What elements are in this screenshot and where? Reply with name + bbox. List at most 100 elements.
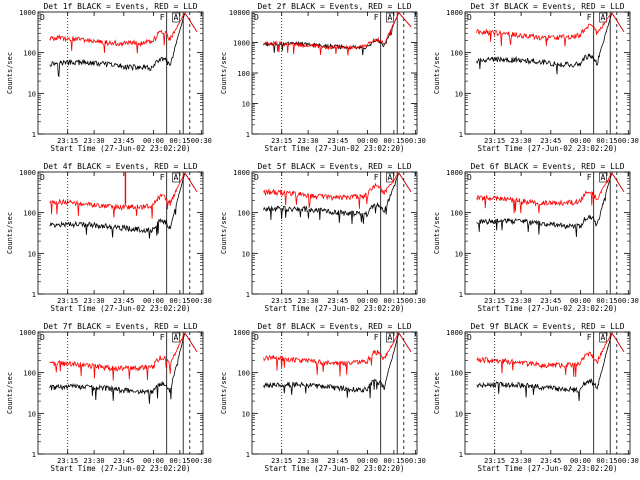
y-tick-label: 1 [246, 451, 250, 459]
series-lld-line [49, 172, 198, 219]
marker-letter-F: F [160, 173, 165, 182]
marker-letter-A: A [600, 13, 605, 22]
marker-box [172, 12, 180, 23]
y-tick-label: 100 [237, 370, 250, 378]
x-tick-label: 00:00 [570, 297, 591, 305]
x-tick-label: 00:00 [570, 137, 591, 145]
chart-panel-7: Det 7f BLACK = Events, RED = LLD 1 10 100 10… [6, 322, 212, 473]
marker-letter-F: F [587, 13, 592, 22]
marker-box [386, 12, 394, 23]
series-events-line [49, 172, 198, 239]
x-tick-label: 00:30 [191, 457, 212, 465]
x-tick-label: 00:15 [169, 137, 190, 145]
x-tick-label: 00:15 [383, 457, 404, 465]
x-tick-label: 23:15 [271, 137, 292, 145]
marker-letter-F: F [374, 173, 379, 182]
y-tick-label: 10 [242, 101, 250, 109]
series-lld-line [263, 332, 412, 377]
x-tick-label: 23:15 [484, 137, 505, 145]
y-axis-title: Counts/sec [433, 372, 441, 414]
x-tick-label: 23:30 [298, 137, 319, 145]
chart-panel-2: Det 2f BLACK = Events, RED = LLD 1 10 100 10… [220, 2, 426, 153]
x-tick-label: 23:15 [271, 457, 292, 465]
x-tick-label: 23:45 [327, 457, 348, 465]
y-axis-title: Counts/sec [220, 52, 228, 94]
plot-frame [37, 171, 204, 295]
series-lld-line [263, 12, 412, 56]
y-tick-label: 10 [242, 250, 250, 258]
y-axis-title: Counts/sec [6, 212, 14, 254]
y-tick-label: 100 [237, 210, 250, 218]
x-tick-label: 00:15 [169, 297, 190, 305]
y-tick-label: 100 [450, 50, 463, 58]
series-lld-line [476, 12, 625, 47]
marker-box [599, 332, 607, 343]
y-tick-label: 1 [32, 451, 36, 459]
y-tick-label: 100 [23, 370, 36, 378]
chart-panel-9: Det 9f BLACK = Events, RED = LLD 1 10 100 10… [433, 322, 639, 473]
x-tick-label: 23:45 [327, 297, 348, 305]
x-tick-label: 23:30 [298, 297, 319, 305]
marker-letter-D: D [254, 333, 259, 342]
x-tick-label: 23:30 [511, 297, 532, 305]
x-tick-label: 00:15 [596, 137, 617, 145]
chart-title: Det 7f BLACK = Events, RED = LLD [43, 322, 197, 331]
chart-title: Det 6f BLACK = Events, RED = LLD [470, 162, 624, 171]
y-tick-label: 100 [23, 210, 36, 218]
x-tick-label: 23:30 [511, 137, 532, 145]
x-axis-title: Start Time (27-Jun-02 23:02:20) [265, 304, 405, 313]
plot-frame [37, 331, 204, 455]
x-tick-label: 00:15 [596, 297, 617, 305]
y-tick-label: 10 [28, 250, 36, 258]
plot-frame [37, 11, 204, 135]
plot-frame [251, 331, 418, 455]
x-tick-label: 23:45 [540, 297, 561, 305]
x-tick-label: 23:30 [298, 457, 319, 465]
y-axis-title: Counts/sec [220, 372, 228, 414]
y-tick-label: 10 [455, 90, 463, 98]
series-events-line [263, 172, 412, 225]
marker-letter-D: D [254, 13, 259, 22]
x-tick-label: 23:45 [113, 297, 134, 305]
y-tick-label: 10 [28, 90, 36, 98]
x-tick-label: 00:00 [357, 297, 378, 305]
y-tick-label: 1 [459, 451, 463, 459]
series-events-line [476, 12, 625, 75]
series-lld-line [476, 172, 625, 214]
x-tick-label: 23:30 [84, 297, 105, 305]
x-tick-label: 00:30 [191, 297, 212, 305]
series-lld-line [49, 12, 198, 54]
x-tick-label: 00:00 [357, 457, 378, 465]
y-tick-label: 1 [32, 291, 36, 299]
marker-letter-A: A [387, 333, 392, 342]
y-tick-label: 1 [459, 291, 463, 299]
y-axis-title: Counts/sec [6, 52, 14, 94]
series-lld-line [476, 332, 625, 378]
y-tick-label: 100 [450, 210, 463, 218]
marker-letter-F: F [374, 333, 379, 342]
marker-box [386, 172, 394, 183]
series-events-line [263, 12, 412, 56]
marker-letter-F: F [160, 333, 165, 342]
series-events-line [49, 12, 198, 78]
x-tick-label: 00:15 [383, 137, 404, 145]
marker-letter-D: D [40, 173, 45, 182]
marker-letter-F: F [374, 13, 379, 22]
marker-letter-D: D [40, 13, 45, 22]
y-axis-title: Counts/sec [433, 52, 441, 94]
x-axis-title: Start Time (27-Jun-02 23:02:20) [51, 144, 191, 153]
x-tick-label: 00:30 [618, 457, 639, 465]
plot-frame [464, 331, 631, 455]
x-tick-label: 23:45 [540, 137, 561, 145]
marker-letter-F: F [160, 13, 165, 22]
y-tick-label: 10000 [229, 9, 250, 17]
x-tick-label: 00:00 [143, 137, 164, 145]
y-tick-label: 10 [28, 410, 36, 418]
x-tick-label: 23:15 [57, 297, 78, 305]
x-tick-label: 23:15 [484, 457, 505, 465]
x-tick-label: 00:30 [618, 137, 639, 145]
x-tick-label: 23:30 [84, 137, 105, 145]
marker-box [172, 332, 180, 343]
marker-letter-D: D [467, 13, 472, 22]
chart-title: Det 8f BLACK = Events, RED = LLD [257, 322, 411, 331]
